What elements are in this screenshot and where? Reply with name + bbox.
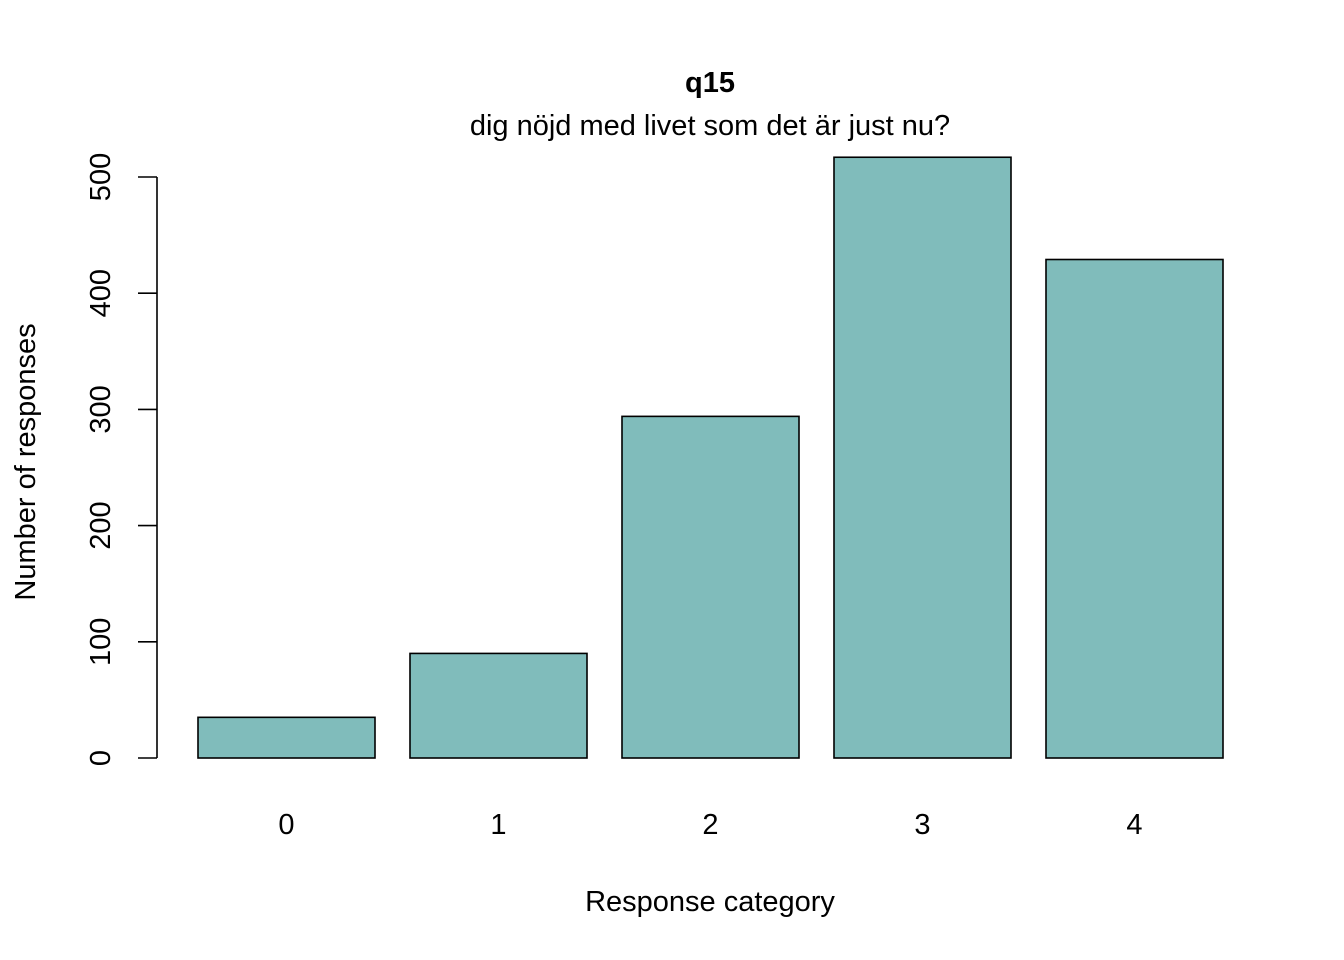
y-tick-label-300: 300 <box>85 385 117 433</box>
x-axis-tick-labels: 0 1 2 3 4 <box>278 809 1142 841</box>
bar-4 <box>1045 258 1224 759</box>
chart-title: q15 <box>685 67 735 99</box>
y-axis: 0 100 200 300 400 500 <box>85 153 158 766</box>
bar-2 <box>621 415 800 759</box>
bars-group <box>197 156 1224 759</box>
x-tick-label-3: 3 <box>914 809 930 841</box>
x-tick-label-2: 2 <box>702 809 718 841</box>
y-tick-label-500: 500 <box>85 153 117 201</box>
x-tick-label-0: 0 <box>278 809 294 841</box>
x-tick-label-1: 1 <box>490 809 506 841</box>
y-axis-title: Number of responses <box>10 323 42 600</box>
y-tick-label-0: 0 <box>85 750 117 766</box>
bar-3 <box>833 156 1012 759</box>
bar-1 <box>409 652 588 759</box>
y-tick-label-400: 400 <box>85 269 117 317</box>
y-tick-label-200: 200 <box>85 501 117 549</box>
x-axis-title: Response category <box>585 886 835 918</box>
y-tick-label-100: 100 <box>85 618 117 666</box>
x-tick-label-4: 4 <box>1126 809 1142 841</box>
bar-0 <box>197 716 376 759</box>
chart-subtitle: dig nöjd med livet som det är just nu? <box>470 110 950 142</box>
